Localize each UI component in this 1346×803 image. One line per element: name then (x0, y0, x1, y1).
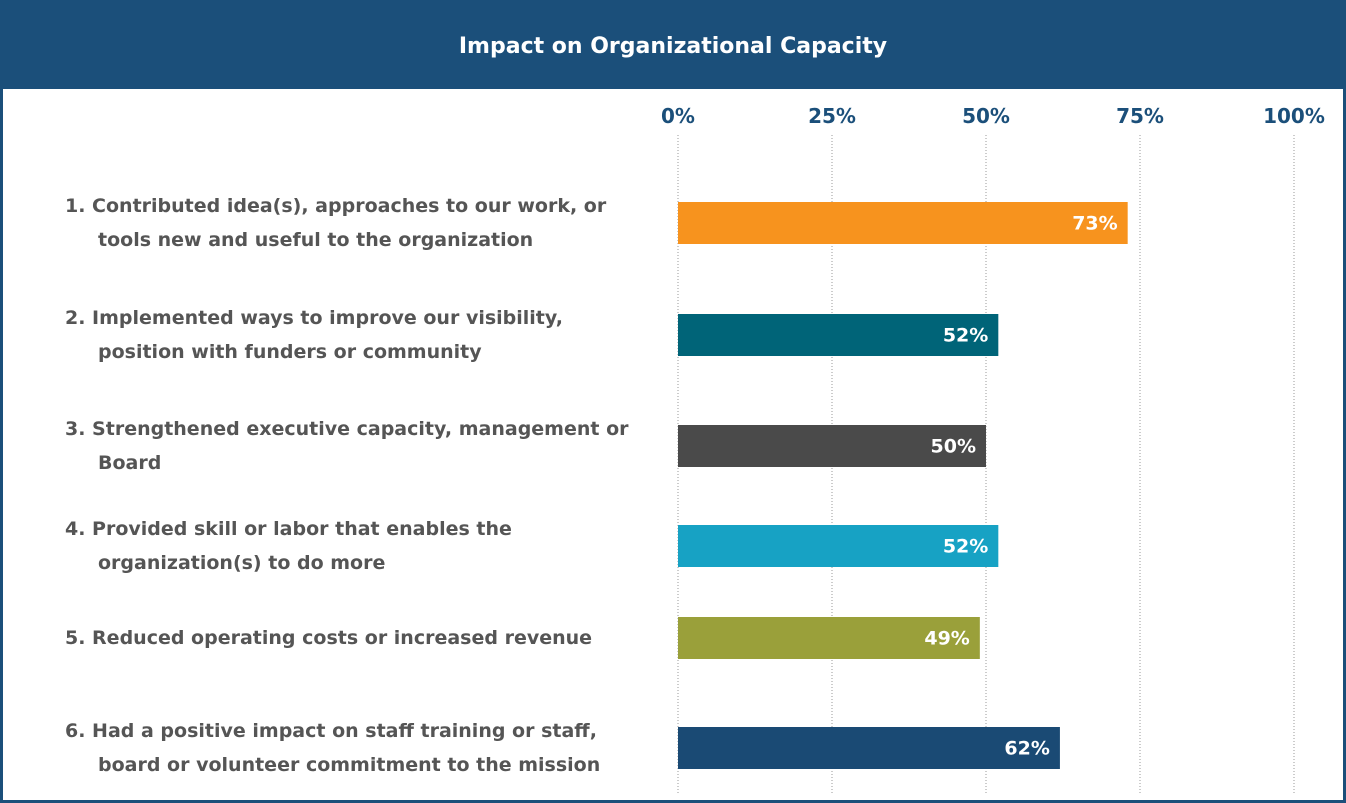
plot: 0% 25% 50% 75% 100% 73% 52% 50% 52% 49% 62% (661, 104, 1325, 793)
chart-title: Impact on Organizational Capacity (3, 3, 1343, 89)
bar (678, 202, 1128, 244)
x-tick-label: 100% (1263, 104, 1325, 128)
x-tick-label: 0% (661, 104, 695, 128)
category-label: 4. Provided skill or labor that enables … (65, 518, 512, 574)
bar (678, 617, 980, 659)
data-label: 52% (943, 325, 988, 347)
x-tick-label: 25% (808, 104, 856, 128)
data-label: 52% (943, 536, 988, 558)
data-label: 73% (1072, 213, 1117, 235)
x-tick-label: 75% (1116, 104, 1164, 128)
category-label: 5. Reduced operating costs or increased … (65, 627, 593, 649)
category-label: 3. Strengthened executive capacity, mana… (65, 418, 629, 474)
data-label: 50% (931, 436, 976, 458)
category-label: 2. Implemented ways to improve our visib… (65, 307, 564, 363)
data-label: 62% (1004, 738, 1049, 760)
x-tick-label: 50% (962, 104, 1010, 128)
bar (678, 525, 999, 567)
category-label: 1. Contributed idea(s), approaches to ou… (65, 195, 607, 251)
category-label: 6. Had a positive impact on staff traini… (65, 720, 601, 776)
bar (678, 425, 986, 467)
bar (678, 314, 999, 356)
data-label: 49% (924, 628, 969, 650)
bar (678, 727, 1060, 769)
